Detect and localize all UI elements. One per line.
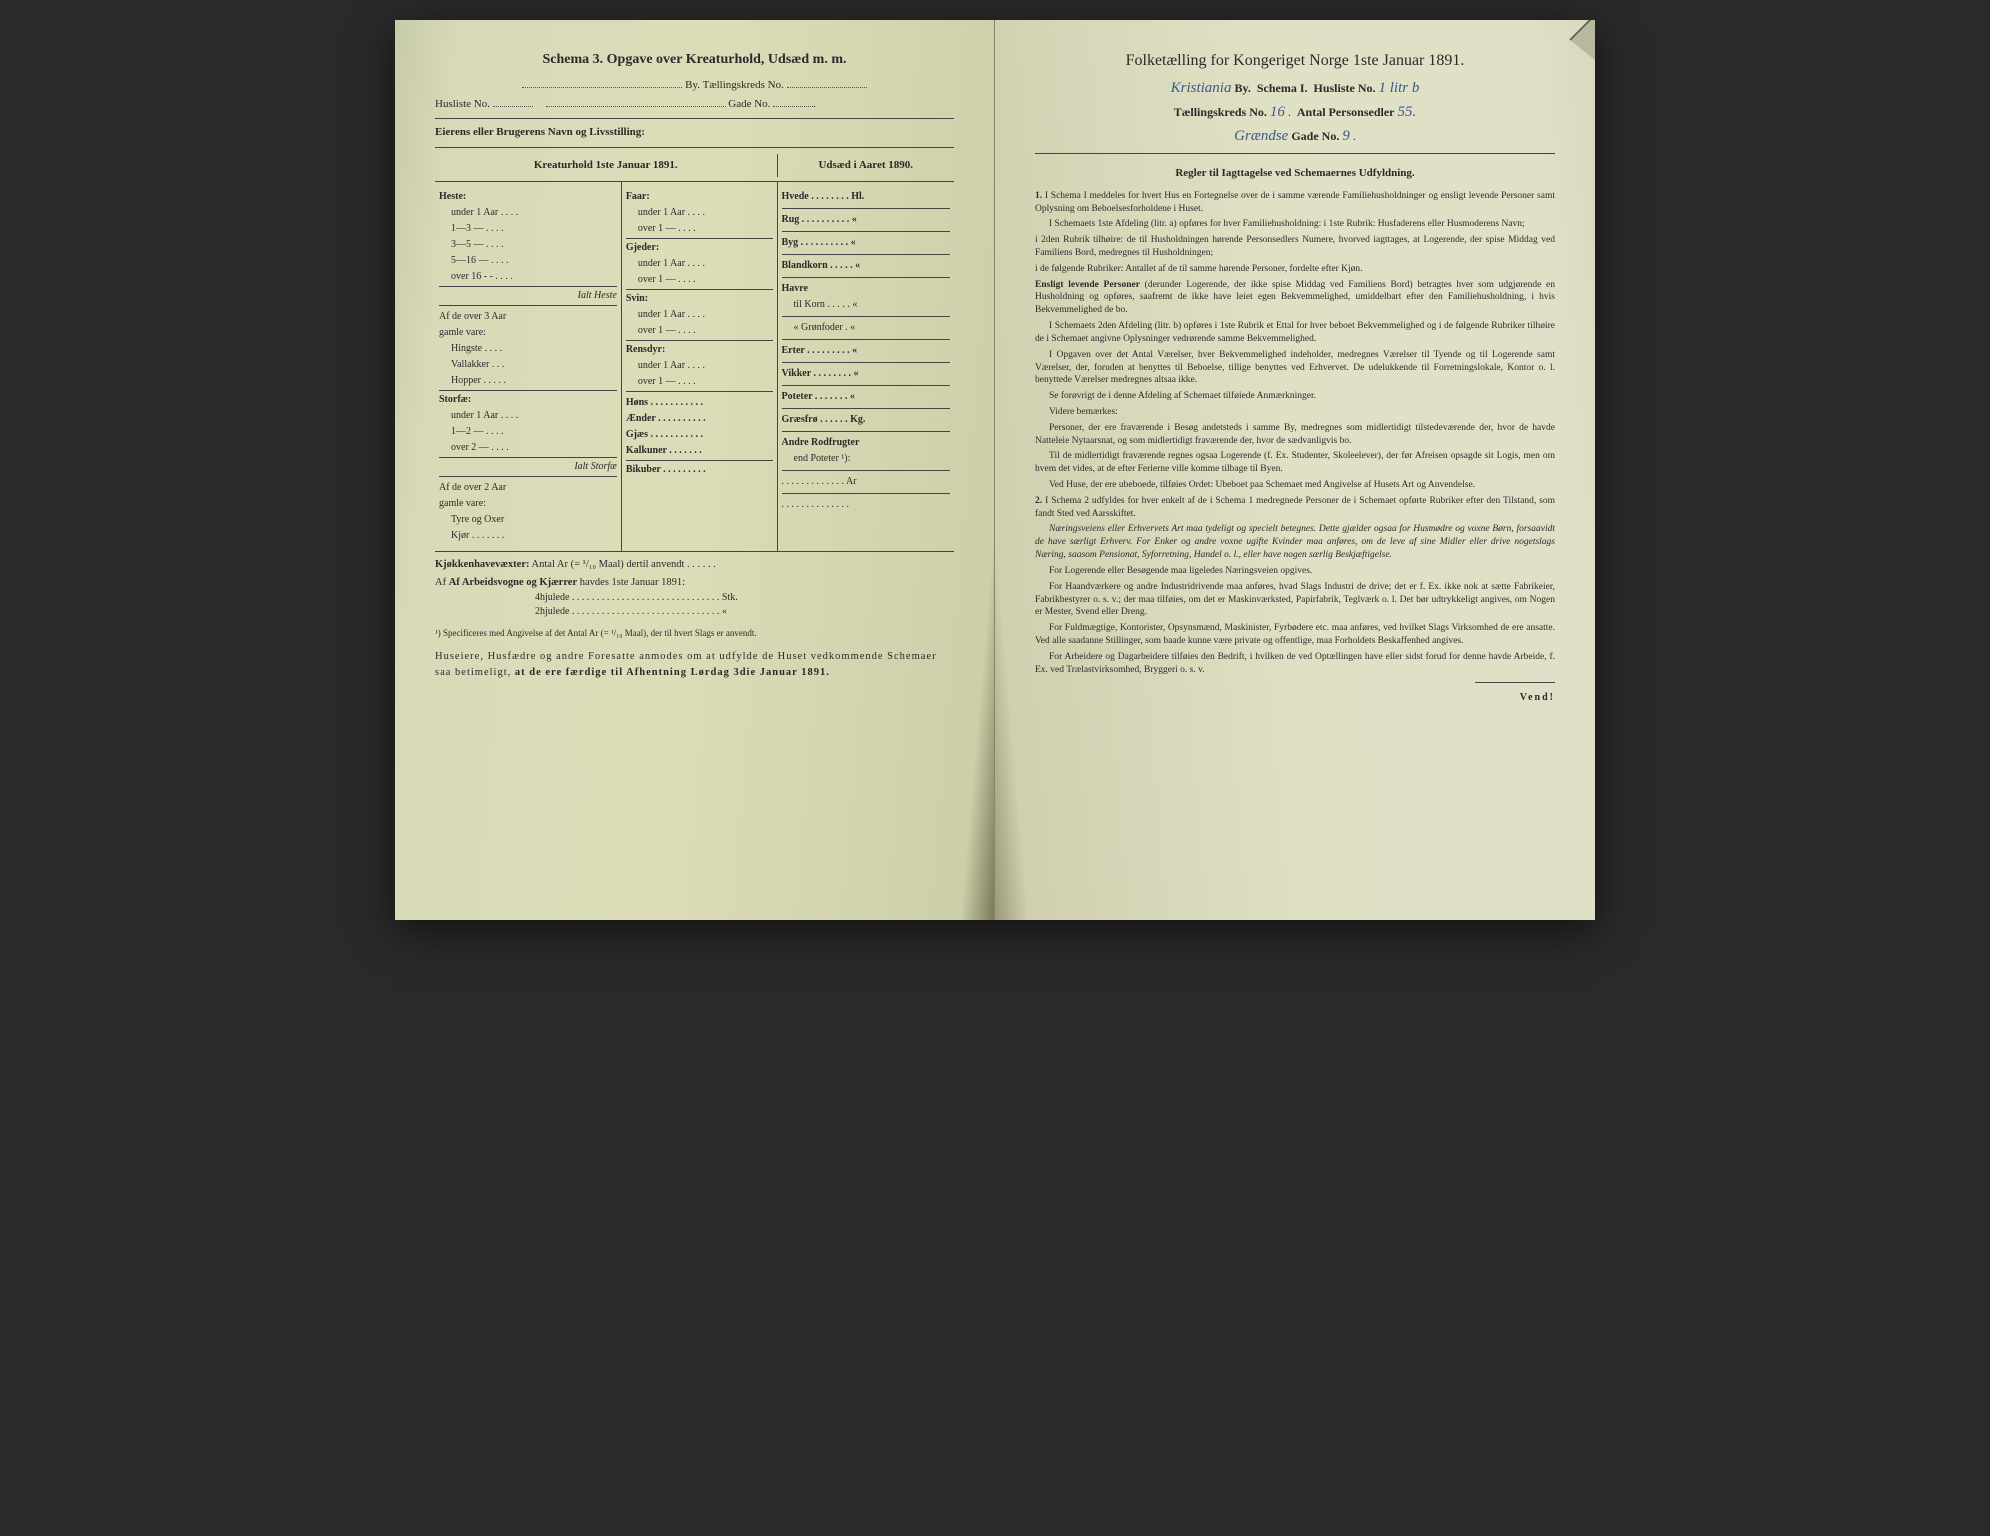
kreds-line: Tællingskreds No. 16 . Antal Personsedle…: [1035, 102, 1555, 123]
eier-label: Eierens eller Brugerens Navn og Livsstil…: [435, 125, 954, 140]
footnote: ¹) Specificeres med Angivelse af det Ant…: [435, 627, 954, 640]
col-livestock-a: Heste: under 1 Aar . . . . 1—3 — . . . .…: [435, 182, 622, 551]
census-title: Folketælling for Kongeriget Norge 1ste J…: [1035, 50, 1555, 72]
census-booklet: Schema 3. Opgave over Kreaturhold, Udsæd…: [395, 20, 1595, 920]
col-seeds: Hvede . . . . . . . . Hl. Rug . . . . . …: [778, 182, 954, 551]
city-line: Kristiania By. Schema I. Husliste No. 1 …: [1035, 78, 1555, 99]
bottom-instruction: Huseiere, Husfædre og andre Foresatte an…: [435, 649, 954, 681]
rules-body: 1. I Schema I meddeles for hvert Hus en …: [1035, 190, 1555, 677]
husliste-line: Husliste No. Gade No. .: [435, 97, 954, 112]
table-headers: Kreaturhold 1ste Januar 1891. Udsæd i Aa…: [435, 154, 954, 177]
left-page-schema3: Schema 3. Opgave over Kreaturhold, Udsæd…: [395, 20, 995, 920]
main-table: Heste: under 1 Aar . . . . 1—3 — . . . .…: [435, 181, 954, 552]
col-livestock-b: Faar: under 1 Aar . . . . over 1 — . . .…: [622, 182, 778, 551]
schema3-title: Schema 3. Opgave over Kreaturhold, Udsæd…: [435, 50, 954, 70]
arbeids-line: Af Af Arbeidsvogne og Kjærrer havdes 1st…: [435, 576, 954, 591]
by-line: By. Tællingskreds No.: [435, 78, 954, 93]
regler-heading: Regler til Iagttagelse ved Schemaernes U…: [1035, 166, 1555, 181]
gade-line: Grændse Gade No. 9 .: [1035, 126, 1555, 147]
right-page-schema1: Folketælling for Kongeriget Norge 1ste J…: [995, 20, 1595, 920]
vend-label: Vend!: [1035, 691, 1555, 705]
kjokken-line: Kjøkkenhavevæxter: Antal Ar (= ¹/₁₀ Maal…: [435, 558, 954, 573]
